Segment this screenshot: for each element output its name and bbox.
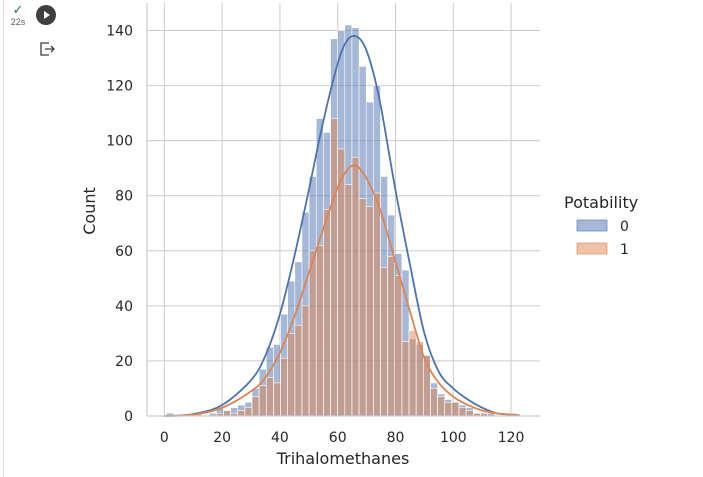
bar-s1-27: [358, 198, 367, 417]
bar-s1-39: [444, 401, 453, 417]
bar-s1-20: [308, 250, 317, 417]
bar-s1-19: [301, 305, 310, 417]
bar-s1-41: [458, 407, 467, 417]
x-axis-label: Trihalomethanes: [276, 449, 410, 468]
bar-s1-17: [287, 333, 296, 417]
kde-line-0: [164, 35, 520, 417]
output-toggle-icon[interactable]: [38, 40, 58, 58]
x-tick-labels: 0 20 40 60 80 100 120: [160, 430, 525, 446]
x-tick-0: 0: [160, 430, 169, 446]
bar-s1-21: [315, 244, 324, 417]
play-icon[interactable]: [36, 5, 56, 25]
y-tick-2: 40: [115, 299, 133, 315]
bar-s1-25: [344, 184, 353, 417]
bar-s1-12: [251, 396, 260, 417]
y-tick-7: 140: [106, 24, 133, 40]
check-icon: ✓: [12, 3, 24, 18]
bar-s1-33: [401, 341, 410, 417]
x-tick-6: 120: [498, 430, 525, 446]
y-axis-label: Count: [80, 187, 99, 235]
bar-s1-22: [323, 209, 331, 417]
kde-curves: [164, 35, 520, 417]
cell-border: [3, 0, 4, 477]
x-tick-2: 40: [271, 430, 289, 446]
kde-line-1: [164, 164, 520, 417]
bar-s1-30: [380, 267, 388, 417]
bar-s1-10: [237, 410, 246, 417]
legend-label-0: 0: [620, 219, 629, 235]
bar-s1-29: [373, 192, 381, 417]
y-tick-4: 80: [115, 189, 133, 205]
bar-s1-11: [244, 407, 253, 417]
bar-s1-15: [273, 382, 281, 417]
bar-s1-31: [387, 256, 396, 417]
bar-s1-42: [465, 410, 474, 417]
x-tick-3: 60: [329, 430, 347, 446]
bar-s1-37: [430, 388, 438, 417]
y-tick-1: 20: [115, 354, 133, 370]
y-tick-5: 100: [106, 134, 133, 150]
bar-s1-34: [408, 330, 417, 417]
bar-s1-16: [280, 357, 288, 417]
bar-s1-18: [294, 324, 303, 417]
bar-s1-28: [365, 206, 374, 417]
legend-swatch-0: [576, 219, 608, 232]
x-tick-4: 80: [387, 430, 405, 446]
y-tick-6: 120: [106, 79, 133, 95]
y-tick-3: 60: [115, 244, 133, 260]
bar-s1-32: [394, 275, 403, 417]
legend-label-1: 1: [620, 242, 629, 258]
y-tick-labels: 0 20 40 60 80 100 120 140: [106, 24, 133, 425]
legend-title: Potability: [564, 193, 638, 212]
execution-time: 22s: [10, 17, 26, 27]
bars-series-1: [194, 118, 488, 417]
bar-s1-38: [437, 396, 446, 417]
bar-s1-26: [351, 156, 360, 417]
x-tick-5: 100: [440, 430, 467, 446]
x-tick-1: 20: [213, 430, 231, 446]
y-tick-0: 0: [124, 409, 133, 425]
bar-s1-8: [223, 410, 231, 417]
bar-s1-24: [337, 148, 346, 417]
legend-swatch-1: [576, 242, 608, 255]
execution-status: ✓ 22s: [8, 4, 28, 27]
cell-gutter: ✓ 22s: [0, 0, 70, 477]
legend: Potability 0 1: [564, 193, 638, 258]
bar-s1-40: [451, 401, 460, 417]
axes: [146, 3, 540, 417]
bar-s1-14: [265, 377, 274, 417]
bar-s1-13: [258, 385, 267, 417]
bar-s1-23: [330, 118, 338, 417]
